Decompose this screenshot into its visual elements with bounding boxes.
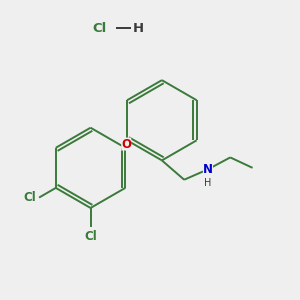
Text: N: N — [203, 163, 213, 176]
Text: Cl: Cl — [92, 22, 106, 34]
Text: H: H — [204, 178, 211, 188]
Text: Cl: Cl — [23, 191, 36, 204]
Text: O: O — [121, 138, 131, 151]
Text: H: H — [133, 22, 144, 34]
Text: Cl: Cl — [84, 230, 97, 243]
